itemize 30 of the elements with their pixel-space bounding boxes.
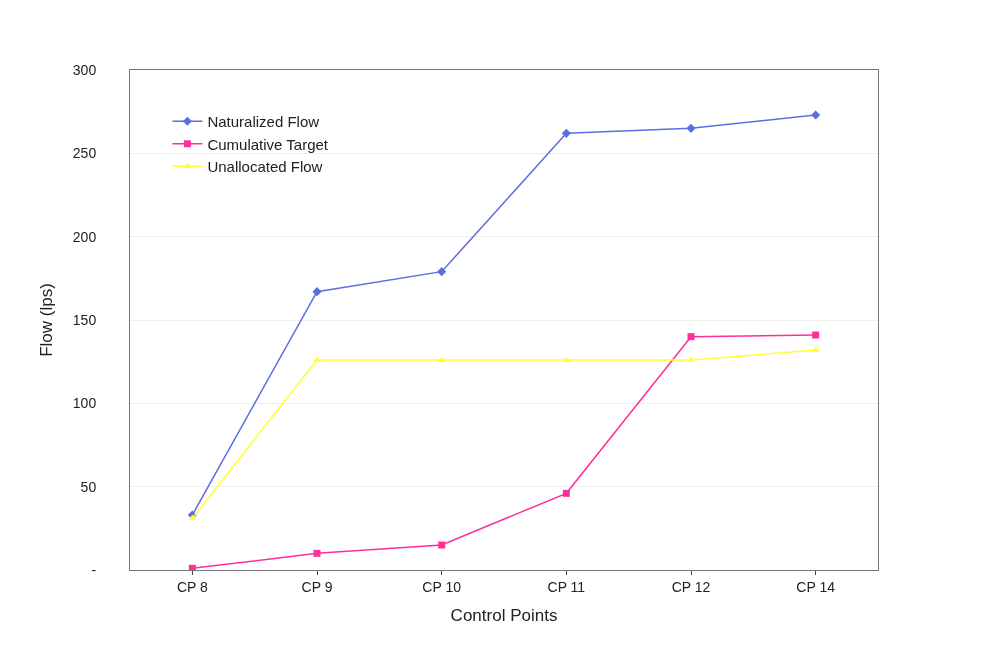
point <box>313 549 321 557</box>
x-tick-label: CP 8 <box>176 578 208 595</box>
y-tick-label: 300 <box>72 61 97 78</box>
x-tick-label: CP 11 <box>547 578 586 595</box>
point <box>437 267 447 277</box>
point <box>188 564 196 570</box>
point <box>562 489 570 497</box>
point <box>811 110 821 120</box>
y-tick-label: 50 <box>80 478 97 495</box>
y-tick-label: 200 <box>72 228 97 245</box>
point <box>687 333 695 341</box>
legend-label: Unallocated Flow <box>207 158 323 176</box>
point <box>438 541 446 549</box>
point <box>686 123 696 133</box>
point <box>188 514 197 521</box>
y-tick-label: - <box>91 561 97 578</box>
x-tick-label: CP 14 <box>796 578 836 595</box>
x-axis-title: Control Points <box>450 606 558 626</box>
y-axis-title: Flow (lps) <box>37 283 57 357</box>
x-tick-label: CP 10 <box>422 578 462 595</box>
y-tick-label: 150 <box>72 311 97 328</box>
legend-label: Naturalized Flow <box>207 113 320 131</box>
y-tick-label: 100 <box>72 395 97 412</box>
x-tick-label: CP 9 <box>301 578 333 595</box>
legend-label: Cumulative Target <box>207 135 329 153</box>
point <box>312 287 322 297</box>
point <box>561 128 571 138</box>
y-tick-label: 250 <box>72 145 97 162</box>
point <box>812 331 820 339</box>
x-tick-label: CP 12 <box>671 578 711 595</box>
